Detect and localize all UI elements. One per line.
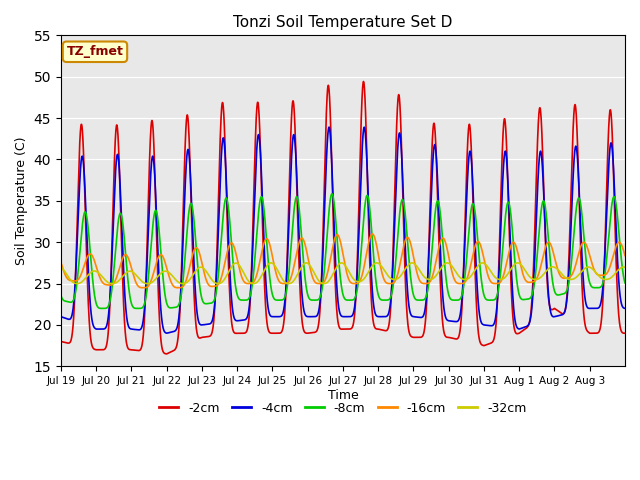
Y-axis label: Soil Temperature (C): Soil Temperature (C) [15,137,28,265]
-16cm [369,231,376,237]
-4cm [174,321,182,327]
-32cm [526,274,534,279]
-4cm [394,137,402,143]
-2cm [360,79,367,84]
Legend: -2cm, -4cm, -8cm, -16cm, -32cm: -2cm, -4cm, -8cm, -16cm, -32cm [154,396,531,420]
-2cm [394,93,402,98]
-32cm [540,271,548,276]
-8cm [498,254,506,260]
-16cm [540,249,548,255]
-16cm [364,243,372,249]
-8cm [57,292,65,298]
-2cm [163,351,170,357]
Text: TZ_fmet: TZ_fmet [67,45,124,58]
-8cm [99,305,107,311]
-2cm [364,203,372,208]
-8cm [394,225,402,231]
-8cm [364,194,372,200]
-32cm [364,270,372,276]
Line: -4cm: -4cm [61,127,625,333]
Title: Tonzi Soil Temperature Set D: Tonzi Soil Temperature Set D [233,15,452,30]
X-axis label: Time: Time [328,389,358,402]
-4cm [57,314,65,320]
-2cm [526,319,534,324]
-4cm [526,319,534,325]
-32cm [394,276,402,281]
-32cm [514,260,522,266]
-16cm [174,285,182,290]
Line: -32cm: -32cm [61,263,625,284]
-32cm [174,279,182,285]
Line: -16cm: -16cm [61,234,625,288]
-2cm [621,330,629,336]
-16cm [526,279,534,285]
-16cm [394,269,402,275]
-2cm [498,158,506,164]
Line: -8cm: -8cm [61,194,625,308]
-4cm [540,202,548,207]
Line: -2cm: -2cm [61,82,625,354]
-8cm [621,280,629,286]
-32cm [57,264,65,270]
-4cm [621,305,629,311]
-8cm [540,199,548,204]
-16cm [57,259,65,265]
-4cm [325,124,333,130]
-32cm [73,281,81,287]
-16cm [140,285,147,290]
-8cm [174,303,182,309]
-2cm [540,200,548,206]
-8cm [526,296,534,301]
-2cm [57,338,65,344]
-16cm [498,276,506,282]
-4cm [163,330,170,336]
-4cm [364,190,372,196]
-32cm [498,276,506,282]
-8cm [328,191,336,197]
-4cm [498,195,506,201]
-32cm [621,264,629,270]
-16cm [621,252,629,258]
-2cm [174,336,182,341]
